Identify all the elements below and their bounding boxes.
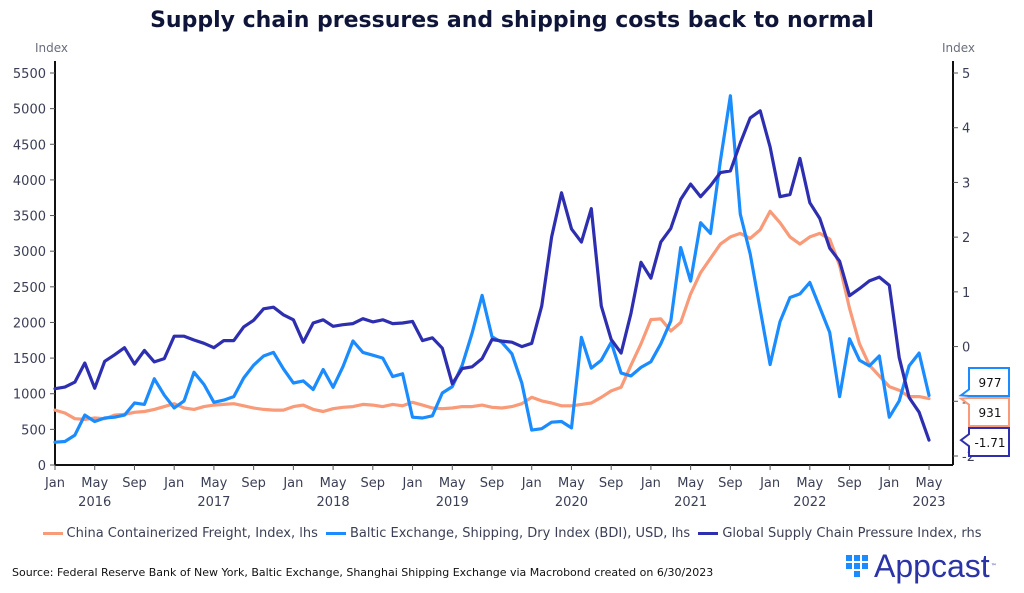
appcast-logo-mark-icon bbox=[846, 555, 868, 577]
callout-gscpi-label: -1.71 bbox=[974, 436, 1005, 450]
x-axis-month-label: May bbox=[439, 476, 466, 491]
x-axis-month-label: Sep bbox=[599, 476, 624, 491]
x-axis-month-label: May bbox=[796, 476, 823, 491]
callout-gscpi-box bbox=[959, 427, 1010, 457]
legend-label-china-freight: China Containerized Freight, Index, lhs bbox=[66, 526, 318, 541]
legend-label-baltic-dry: Baltic Exchange, Shipping, Dry Index (BD… bbox=[350, 526, 691, 541]
x-axis-month-label: Jan bbox=[163, 476, 184, 491]
left-axis-tick-label: 5500 bbox=[13, 67, 46, 82]
x-axis-year-label: 2020 bbox=[555, 495, 588, 510]
x-axis-month-label: Sep bbox=[361, 476, 386, 491]
x-axis-month-label: Sep bbox=[718, 476, 743, 491]
left-axis-tick-label: 4000 bbox=[13, 174, 46, 189]
last-value-callouts: 977 931 -1.71 bbox=[958, 367, 1010, 457]
x-axis-year-label: 2017 bbox=[197, 495, 230, 510]
left-axis-tick-label: 1000 bbox=[13, 388, 46, 403]
series-baltic-dry-line bbox=[53, 94, 931, 444]
x-axis-month-label: Jan bbox=[282, 476, 303, 491]
left-axis-tick-label: 5000 bbox=[13, 103, 46, 118]
legend-item-baltic-dry[interactable]: Baltic Exchange, Shipping, Dry Index (BD… bbox=[326, 526, 690, 541]
callout-baltic-dry: 977 bbox=[958, 367, 1010, 397]
x-axis-month-label: Sep bbox=[241, 476, 266, 491]
left-axis-tick-label: 0 bbox=[38, 459, 46, 474]
left-axis-tick-label: 2000 bbox=[13, 316, 46, 331]
right-axis-tick-label: 1 bbox=[962, 286, 970, 301]
x-axis-month-label: Sep bbox=[837, 476, 862, 491]
x-axis-year-label: 2021 bbox=[674, 495, 707, 510]
x-axis-month-label: Jan bbox=[759, 476, 780, 491]
x-axis-month-label: Jan bbox=[878, 476, 899, 491]
series-gscpi-line bbox=[53, 109, 931, 442]
left-axis-unit: Index bbox=[35, 41, 68, 55]
right-axis-tick-label: 4 bbox=[962, 122, 970, 137]
series-china-freight-line bbox=[53, 209, 931, 421]
left-axis-tick-label: 4500 bbox=[13, 138, 46, 153]
legend-swatch-china-freight bbox=[42, 532, 63, 535]
left-axis-tick-label: 1500 bbox=[13, 352, 46, 367]
x-axis-month-label: Jan bbox=[640, 476, 661, 491]
right-axis-unit: Index bbox=[942, 41, 975, 55]
callout-baltic-dry-label: 977 bbox=[979, 376, 1002, 390]
x-axis-month-label: May bbox=[677, 476, 704, 491]
x-axis-month-label: Jan bbox=[402, 476, 423, 491]
right-axis-tick-label: 3 bbox=[962, 176, 970, 191]
x-axis-month-label: Jan bbox=[521, 476, 542, 491]
right-axis-tick-label: 2 bbox=[962, 231, 970, 246]
x-axis-month-label: May bbox=[81, 476, 108, 491]
x-axis-year-label: 2016 bbox=[78, 495, 111, 510]
right-axis-tick-label: 5 bbox=[962, 67, 970, 82]
legend: China Containerized Freight, Index, lhs … bbox=[0, 526, 1024, 541]
left-axis-tick-label: 2500 bbox=[13, 281, 46, 296]
x-axis-month-label: May bbox=[320, 476, 347, 491]
left-axis-tick-label: 3500 bbox=[13, 210, 46, 225]
legend-item-china-freight[interactable]: China Containerized Freight, Index, lhs bbox=[42, 526, 318, 541]
x-axis-month-label: May bbox=[558, 476, 585, 491]
x-axis-year-label: 2023 bbox=[912, 495, 945, 510]
legend-swatch-gscpi bbox=[698, 532, 719, 535]
callout-china-freight-label: 931 bbox=[979, 406, 1002, 420]
legend-swatch-baltic-dry bbox=[326, 532, 347, 535]
source-note: Source: Federal Reserve Bank of New York… bbox=[12, 566, 714, 579]
line-chart: Index Index050010001500200025003000350040… bbox=[13, 41, 1010, 510]
series-group bbox=[53, 94, 931, 444]
legend-label-gscpi: Global Supply Chain Pressure Index, rhs bbox=[722, 526, 982, 541]
callout-china-freight: 931 bbox=[958, 397, 1010, 427]
callout-china-freight-box bbox=[958, 397, 1010, 427]
callout-gscpi: -1.71 bbox=[959, 427, 1010, 457]
appcast-logo-text: Appcast bbox=[874, 547, 990, 584]
callout-baltic-dry-box bbox=[958, 367, 1010, 397]
x-axis-year-label: 2022 bbox=[793, 495, 826, 510]
appcast-logo: Appcast ™ bbox=[846, 547, 997, 584]
x-axis-month-label: Jan bbox=[44, 476, 65, 491]
x-axis-year-label: 2018 bbox=[317, 495, 350, 510]
x-axis-month-label: Sep bbox=[480, 476, 505, 491]
x-axis-month-label: May bbox=[916, 476, 943, 491]
axes: Index Index050010001500200025003000350040… bbox=[13, 41, 975, 510]
x-axis-year-label: 2019 bbox=[436, 495, 469, 510]
x-axis-month-label: May bbox=[200, 476, 227, 491]
chart-title: Supply chain pressures and shipping cost… bbox=[150, 8, 874, 33]
right-axis-tick-label: 0 bbox=[962, 341, 970, 356]
left-axis-tick-label: 500 bbox=[21, 423, 46, 438]
left-axis-tick-label: 3000 bbox=[13, 245, 46, 260]
appcast-logo-tm: ™ bbox=[990, 562, 997, 570]
legend-item-gscpi[interactable]: Global Supply Chain Pressure Index, rhs bbox=[698, 526, 981, 541]
x-axis-month-label: Sep bbox=[122, 476, 147, 491]
